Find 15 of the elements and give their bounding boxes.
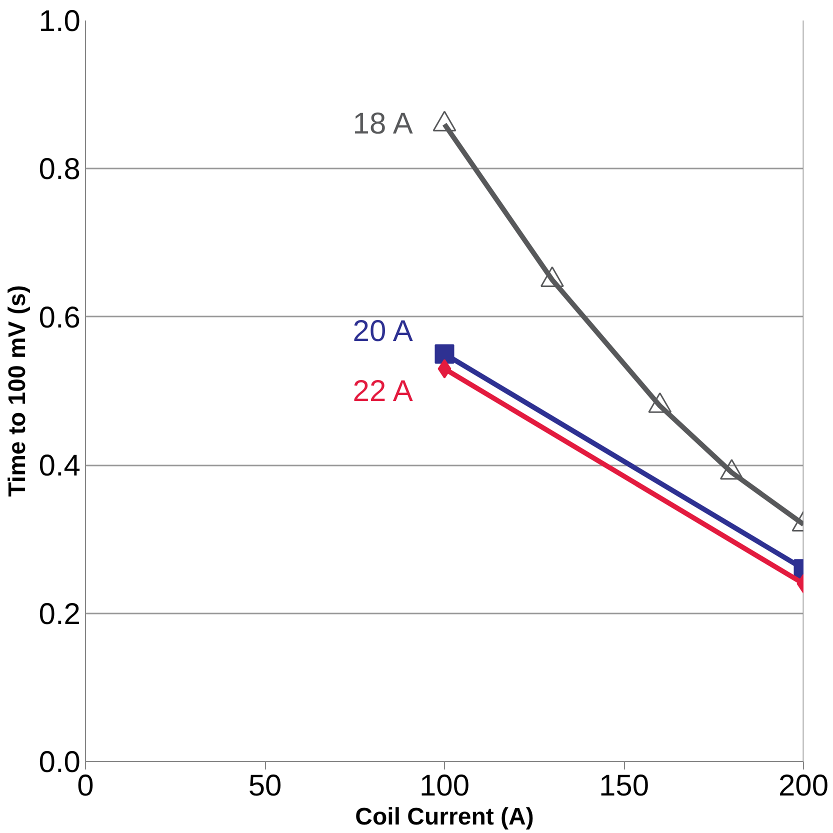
y-tick-label: 0.8 [38, 153, 81, 186]
x-axis-title: Coil Current (A) [355, 804, 534, 830]
x-tick-label: 0 [77, 770, 94, 802]
y-tick-label: 0.2 [38, 598, 81, 631]
y-axis-title: Time to 100 mV (s) [4, 285, 31, 497]
x-tick-label: 100 [419, 770, 470, 802]
series-label: 20 A [352, 314, 413, 348]
y-tick-label: 0.6 [38, 301, 81, 334]
x-tick-label: 50 [248, 770, 282, 802]
x-tick-label: 150 [598, 770, 650, 802]
series-label: 22 A [352, 374, 413, 408]
series-label: 18 A [352, 108, 413, 141]
x-tick-label: 200 [778, 770, 829, 802]
y-tick-label: 0.4 [38, 450, 81, 483]
y-tick-label: 1.0 [38, 5, 81, 38]
